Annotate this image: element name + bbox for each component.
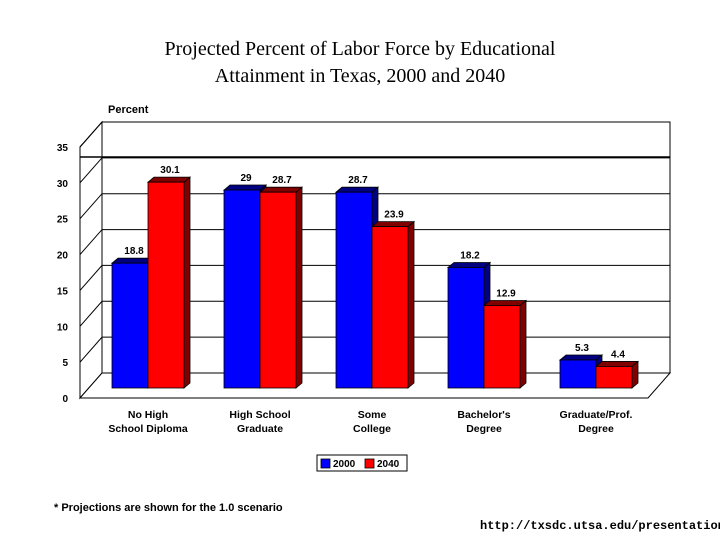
bar-top: [146, 176, 192, 183]
chart-title: Projected Percent of Labor Force by Educ…: [0, 36, 720, 90]
legend: 2000 2040: [316, 454, 408, 472]
legend-swatch-2000: [320, 458, 331, 469]
bar-2000-1: [223, 189, 261, 389]
data-label: 28.7: [272, 175, 292, 186]
x-tick-label: High School: [229, 409, 290, 421]
y-axis-label: Percent: [108, 104, 149, 116]
bar-2040-4: [595, 366, 633, 389]
bars: [110, 176, 640, 389]
x-tick-label: Bachelor's: [457, 409, 510, 421]
x-tick-label: No High: [128, 409, 168, 421]
footnote: * Projections are shown for the 1.0 scen…: [54, 502, 283, 514]
data-label: 5.3: [575, 343, 589, 354]
legend-label-2040: 2040: [377, 459, 400, 470]
legend-box: [316, 454, 408, 472]
data-label: 4.4: [611, 349, 625, 360]
y-tick-label: 15: [57, 286, 69, 297]
x-tick-label: Degree: [466, 423, 502, 435]
data-label: 18.2: [460, 250, 480, 261]
bar-top: [370, 221, 416, 228]
axis-labels: 0 5 10 15 20 25 30 35 18.8 30.1 No High School Dipl…: [57, 143, 633, 435]
y-tick-label: 0: [62, 394, 68, 405]
left-wall: [79, 120, 103, 400]
y-tick-label: 35: [57, 143, 69, 154]
bar-top: [558, 354, 604, 361]
bar-side: [519, 299, 527, 389]
gridline: [79, 193, 670, 220]
bar-top: [446, 262, 492, 268]
bar-side: [407, 220, 415, 389]
bar-2040-3: [483, 305, 521, 389]
chart-title-line-2: Attainment in Texas, 2000 and 2040: [214, 65, 506, 87]
y-tick-label: 25: [57, 215, 69, 226]
gridline: [79, 121, 670, 148]
bar-side: [295, 186, 303, 389]
y-tick-label: 10: [57, 322, 69, 333]
bar-2000-0: [111, 262, 149, 389]
source-url: http://txsdc.utsa.edu/presentations/: [480, 519, 720, 533]
bar-top: [482, 300, 528, 306]
x-tick-label: Graduate: [237, 423, 283, 435]
data-label: 12.9: [496, 288, 516, 299]
bar-top: [222, 184, 268, 191]
data-label: 18.8: [124, 246, 144, 257]
x-tick-label: College: [353, 423, 391, 435]
bar-top: [594, 361, 640, 367]
y-tick-label: 30: [57, 179, 69, 190]
chart-title-line-1: Projected Percent of Labor Force by Educ…: [164, 38, 556, 60]
y-tick-label: 20: [57, 251, 69, 262]
bar-top: [258, 186, 304, 193]
bar-2040-0: [147, 181, 185, 389]
bar-2040-2: [371, 226, 409, 389]
bar-2000-4: [559, 359, 597, 389]
bar-top: [334, 186, 380, 193]
data-label: 30.1: [160, 165, 180, 176]
gridline: [79, 157, 670, 184]
bar-side: [183, 176, 191, 389]
gridline: [79, 229, 670, 255]
x-tick-label: Degree: [578, 423, 614, 435]
data-label: 29: [240, 173, 252, 184]
data-label: 23.9: [384, 210, 404, 221]
legend-label-2000: 2000: [333, 459, 356, 470]
bar-2040-1: [259, 191, 297, 389]
x-tick-label: Some: [358, 409, 387, 421]
x-tick-label: School Diploma: [108, 423, 188, 435]
data-label: 28.7: [348, 175, 368, 186]
x-tick-label: Graduate/Prof.: [560, 409, 633, 421]
legend-swatch-2040: [364, 458, 375, 469]
bar-2000-3: [447, 267, 485, 389]
bar-2000-2: [335, 191, 373, 389]
y-tick-label: 5: [62, 358, 68, 369]
